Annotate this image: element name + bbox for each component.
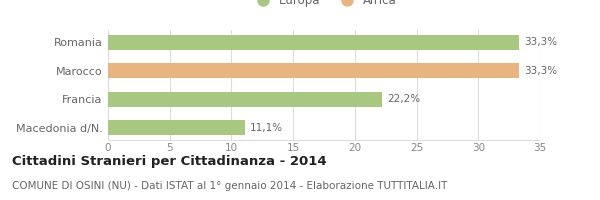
Bar (108, 92, 382, 107)
Legend: Europa, Africa: Europa, Africa (246, 0, 402, 12)
Text: 11,1%: 11,1% (250, 123, 283, 133)
Bar (108, 63, 519, 78)
Text: 22,2%: 22,2% (387, 94, 420, 104)
Text: COMUNE DI OSINI (NU) - Dati ISTAT al 1° gennaio 2014 - Elaborazione TUTTITALIA.I: COMUNE DI OSINI (NU) - Dati ISTAT al 1° … (12, 181, 448, 191)
Bar (108, 35, 519, 50)
Text: 33,3%: 33,3% (524, 37, 557, 47)
Text: 33,3%: 33,3% (524, 66, 557, 76)
Bar (108, 120, 245, 135)
Text: Cittadini Stranieri per Cittadinanza - 2014: Cittadini Stranieri per Cittadinanza - 2… (12, 155, 326, 168)
